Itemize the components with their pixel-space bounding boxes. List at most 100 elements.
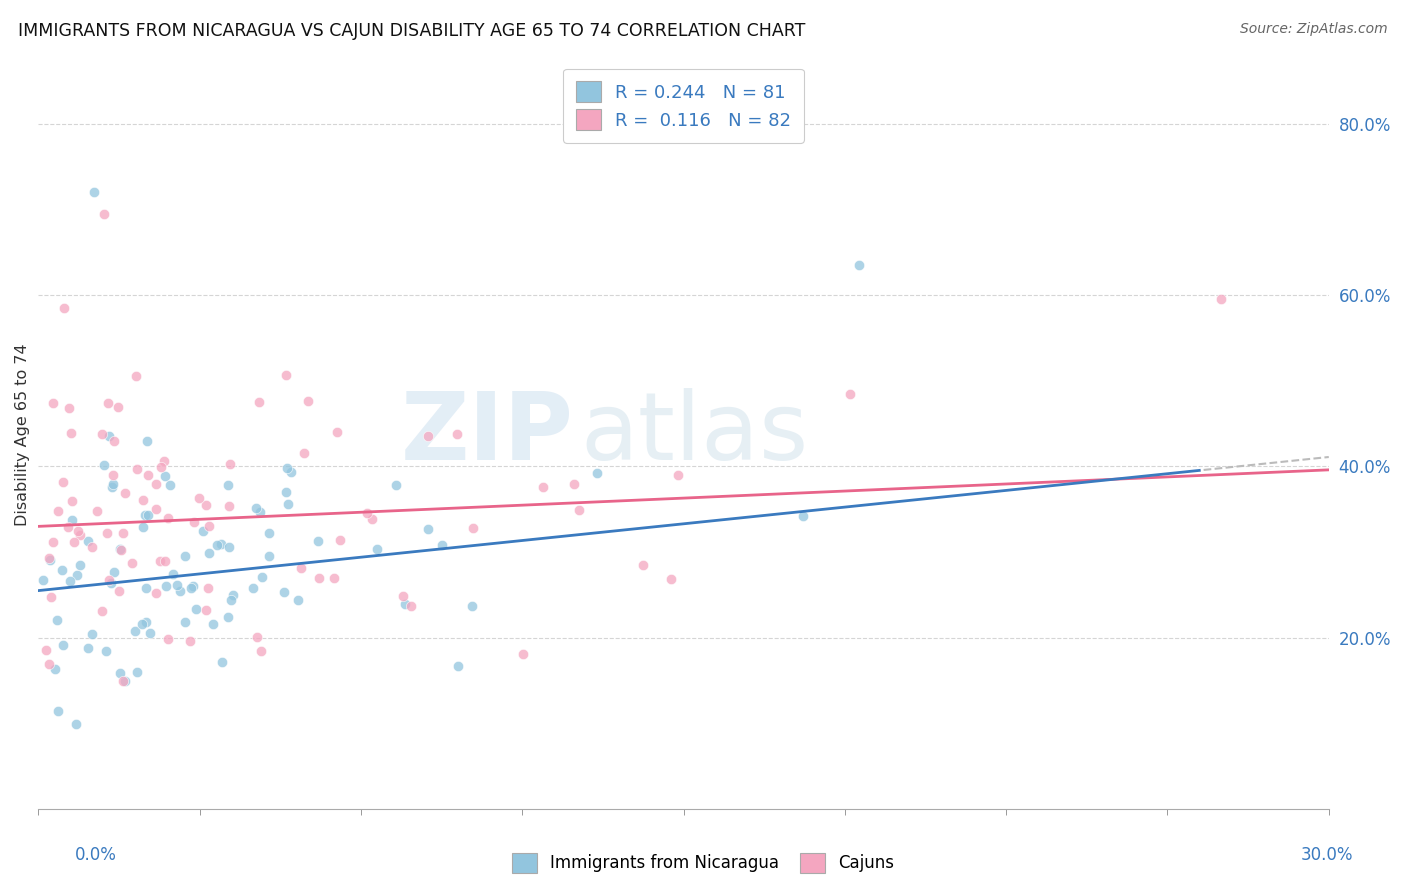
Point bbox=[257, 526, 280, 541]
Point bbox=[366, 541, 388, 556]
Point bbox=[218, 500, 240, 514]
Point bbox=[166, 578, 188, 592]
Point bbox=[91, 427, 114, 442]
Point bbox=[52, 638, 75, 652]
Point bbox=[463, 521, 485, 535]
Point bbox=[247, 395, 270, 409]
Point bbox=[568, 503, 591, 517]
Point bbox=[112, 673, 135, 688]
Point bbox=[112, 526, 135, 541]
Point bbox=[65, 717, 87, 731]
Point bbox=[157, 632, 180, 646]
Point bbox=[249, 505, 271, 519]
Point bbox=[97, 396, 120, 410]
Point bbox=[326, 425, 349, 439]
Point bbox=[138, 467, 160, 482]
Point bbox=[139, 625, 162, 640]
Legend: R = 0.244   N = 81, R =  0.116   N = 82: R = 0.244 N = 81, R = 0.116 N = 82 bbox=[562, 69, 804, 143]
Point bbox=[101, 480, 124, 494]
Text: 0.0%: 0.0% bbox=[75, 846, 117, 863]
Point bbox=[149, 554, 172, 568]
Point bbox=[145, 476, 167, 491]
Point bbox=[52, 475, 75, 489]
Point bbox=[35, 643, 58, 657]
Point bbox=[82, 626, 104, 640]
Point bbox=[198, 546, 221, 560]
Point bbox=[90, 604, 112, 618]
Point bbox=[93, 458, 115, 473]
Point bbox=[218, 457, 240, 471]
Point bbox=[131, 616, 153, 631]
Point bbox=[56, 520, 79, 534]
Point bbox=[86, 504, 108, 518]
Point bbox=[197, 581, 219, 595]
Point bbox=[41, 396, 63, 410]
Point bbox=[205, 538, 228, 552]
Point bbox=[512, 648, 534, 662]
Point bbox=[51, 563, 73, 577]
Point bbox=[156, 511, 179, 525]
Point bbox=[93, 207, 115, 221]
Point bbox=[292, 446, 315, 460]
Point bbox=[103, 434, 125, 449]
Point bbox=[562, 477, 585, 491]
Point bbox=[162, 566, 184, 581]
Point bbox=[191, 524, 214, 538]
Point bbox=[135, 615, 157, 630]
Text: 30.0%: 30.0% bbox=[1301, 846, 1354, 863]
Point bbox=[430, 538, 453, 552]
Point bbox=[138, 508, 160, 522]
Point bbox=[209, 536, 232, 550]
Point bbox=[197, 518, 219, 533]
Point bbox=[297, 394, 319, 409]
Point bbox=[211, 655, 233, 669]
Point bbox=[153, 454, 176, 468]
Point bbox=[132, 492, 155, 507]
Point bbox=[101, 468, 124, 483]
Point bbox=[38, 657, 60, 671]
Point bbox=[145, 586, 167, 600]
Point bbox=[46, 704, 69, 718]
Point bbox=[125, 369, 148, 384]
Point bbox=[246, 630, 269, 644]
Point bbox=[276, 461, 298, 475]
Point bbox=[114, 486, 136, 500]
Point bbox=[277, 498, 299, 512]
Point bbox=[217, 610, 239, 624]
Point bbox=[59, 574, 82, 589]
Point bbox=[169, 584, 191, 599]
Point bbox=[69, 558, 91, 572]
Point bbox=[77, 640, 100, 655]
Point bbox=[42, 535, 65, 549]
Point bbox=[101, 477, 124, 491]
Point bbox=[180, 581, 202, 595]
Point bbox=[174, 615, 197, 629]
Point bbox=[290, 561, 312, 575]
Point bbox=[394, 597, 416, 611]
Point bbox=[121, 556, 143, 570]
Point bbox=[392, 589, 415, 603]
Legend: Immigrants from Nicaragua, Cajuns: Immigrants from Nicaragua, Cajuns bbox=[506, 847, 900, 880]
Point bbox=[245, 500, 267, 515]
Point bbox=[108, 583, 131, 598]
Point bbox=[153, 554, 176, 568]
Point bbox=[135, 581, 157, 595]
Point bbox=[107, 400, 129, 414]
Point bbox=[100, 575, 122, 590]
Point bbox=[184, 602, 207, 616]
Point bbox=[97, 429, 120, 443]
Point bbox=[792, 508, 814, 523]
Point bbox=[134, 508, 156, 522]
Point bbox=[96, 526, 118, 541]
Point bbox=[356, 506, 378, 520]
Point bbox=[108, 666, 131, 681]
Point bbox=[668, 468, 690, 483]
Point bbox=[1211, 293, 1233, 307]
Text: atlas: atlas bbox=[581, 388, 808, 480]
Point bbox=[195, 603, 218, 617]
Point bbox=[125, 462, 148, 476]
Point bbox=[98, 573, 121, 587]
Point bbox=[242, 582, 264, 596]
Point bbox=[183, 515, 205, 529]
Point bbox=[222, 588, 245, 602]
